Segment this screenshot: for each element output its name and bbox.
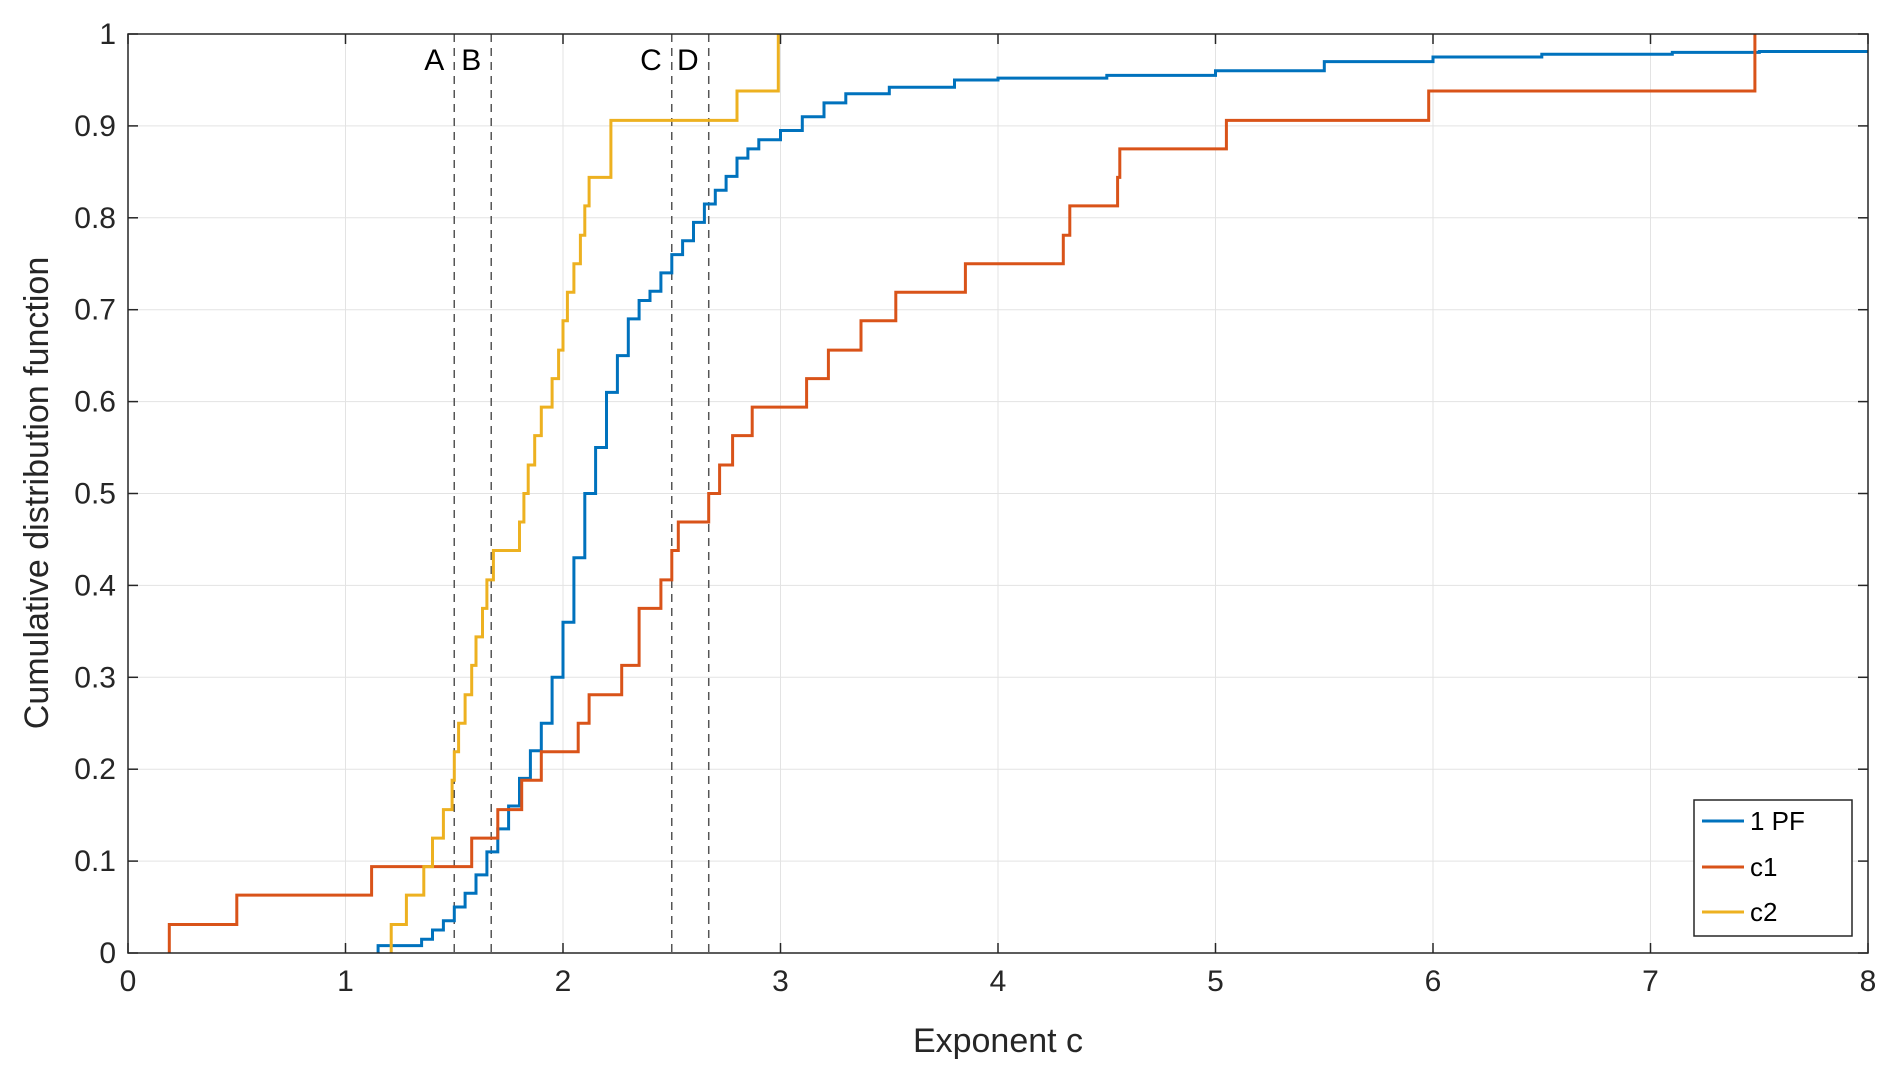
reference-label-c: C bbox=[640, 44, 662, 77]
x-tick-label: 2 bbox=[555, 965, 572, 998]
x-tick-label: 7 bbox=[1642, 965, 1659, 998]
x-axis-ticks: 0 1 2 3 4 5 6 7 8 bbox=[120, 34, 1877, 998]
x-tick-label: 4 bbox=[990, 965, 1007, 998]
reference-label-d: D bbox=[677, 44, 699, 77]
x-tick-label: 5 bbox=[1207, 965, 1224, 998]
x-tick-label: 3 bbox=[772, 965, 789, 998]
y-tick-label: 0.6 bbox=[74, 386, 116, 419]
x-tick-label: 0 bbox=[120, 965, 137, 998]
series-line-c2 bbox=[389, 34, 780, 953]
reference-label-a: A bbox=[424, 44, 444, 77]
series-line-c1 bbox=[167, 34, 1757, 953]
series-layer bbox=[167, 34, 1868, 953]
legend-entry-c2: c2 bbox=[1750, 897, 1777, 927]
y-axis-label: Cumulative distribution function bbox=[18, 257, 56, 729]
y-tick-label: 0.2 bbox=[74, 753, 116, 786]
x-axis-label: Exponent c bbox=[913, 1022, 1083, 1060]
y-tick-label: 0.8 bbox=[74, 202, 116, 235]
y-axis-ticks: 0 0.1 0.2 0.3 0.4 0.5 0.6 0.7 0.8 0.9 1 bbox=[74, 18, 1868, 970]
y-tick-label: 0.7 bbox=[74, 294, 116, 327]
legend-entry-c1: c1 bbox=[1750, 852, 1777, 882]
y-tick-label: 0 bbox=[99, 937, 116, 970]
y-tick-label: 0.9 bbox=[74, 110, 116, 143]
y-tick-label: 0.5 bbox=[74, 478, 116, 511]
x-tick-label: 1 bbox=[337, 965, 354, 998]
y-tick-label: 0.3 bbox=[74, 661, 116, 694]
series-line-1-pf bbox=[376, 50, 1868, 953]
y-tick-label: 0.1 bbox=[74, 845, 116, 878]
legend: 1 PF c1 c2 bbox=[1693, 799, 1853, 937]
x-tick-label: 6 bbox=[1425, 965, 1442, 998]
x-tick-label: 8 bbox=[1860, 965, 1877, 998]
legend-entry-1pf: 1 PF bbox=[1750, 806, 1805, 836]
reference-label-b: B bbox=[461, 44, 481, 77]
y-tick-label: 0.4 bbox=[74, 569, 116, 602]
y-tick-label: 1 bbox=[99, 18, 116, 51]
